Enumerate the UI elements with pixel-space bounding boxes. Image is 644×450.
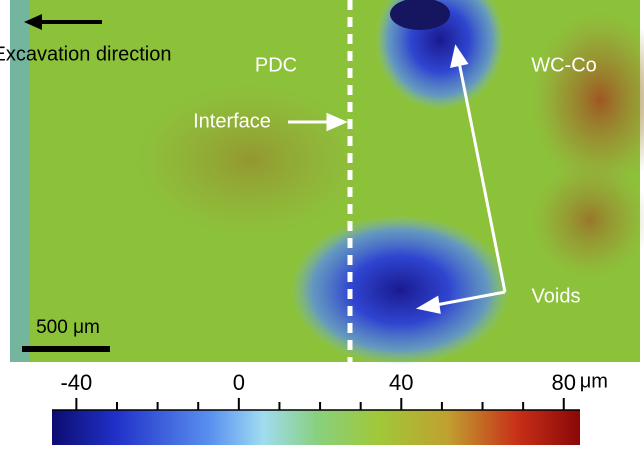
voids-label: Voids: [532, 285, 581, 307]
interface-label: Interface: [193, 110, 271, 132]
colorbar-unit: μm: [580, 370, 608, 392]
colorbar-tick-label: 40: [389, 370, 413, 395]
colorbar-tick-label: -40: [60, 370, 92, 395]
micrograph: [10, 0, 644, 365]
colorbar: [52, 409, 580, 445]
colorbar-tick-label: 0: [233, 370, 245, 395]
pdc-label: PDC: [255, 54, 297, 76]
scale-bar-label: 500 μm: [36, 317, 100, 338]
colorbar-tick-label: 80: [552, 370, 576, 395]
scale-bar: [22, 346, 110, 352]
annotation-arrows: [288, 44, 507, 314]
colorbar-gradient: [52, 410, 580, 445]
wcco-label: WC-Co: [531, 54, 597, 76]
excavation-arrow: [24, 14, 102, 30]
excavation-label: Excavation direction: [0, 43, 171, 65]
